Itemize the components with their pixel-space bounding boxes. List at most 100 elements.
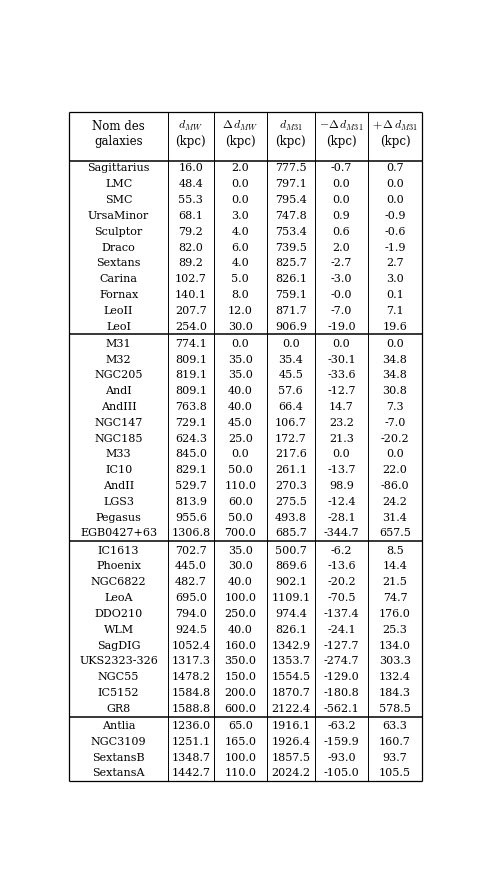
Text: 134.0: 134.0 [379,641,411,651]
Text: 955.6: 955.6 [175,513,207,522]
Text: -344.7: -344.7 [324,529,359,538]
Text: 150.0: 150.0 [224,672,256,682]
Text: 217.6: 217.6 [275,449,307,460]
Text: NGC147: NGC147 [94,418,143,428]
Text: 270.3: 270.3 [275,481,307,491]
Text: -63.2: -63.2 [327,721,356,731]
Text: 795.4: 795.4 [275,195,307,205]
Text: -3.0: -3.0 [331,274,352,284]
Text: 172.7: 172.7 [275,434,307,444]
Text: 165.0: 165.0 [224,736,256,747]
Text: 23.2: 23.2 [329,418,354,428]
Text: 34.8: 34.8 [383,370,408,380]
Text: 30.8: 30.8 [383,386,408,396]
Text: 600.0: 600.0 [224,704,256,713]
Text: SagDIG: SagDIG [97,641,140,651]
Text: 729.1: 729.1 [175,418,207,428]
Text: NGC3109: NGC3109 [91,736,147,747]
Text: -93.0: -93.0 [327,752,356,763]
Text: -24.1: -24.1 [327,625,356,635]
Text: -1.9: -1.9 [384,242,406,253]
Text: 40.0: 40.0 [228,402,253,412]
Text: 79.2: 79.2 [179,226,203,237]
Text: 2.0: 2.0 [231,164,249,173]
Text: -2.7: -2.7 [331,258,352,269]
Text: 6.0: 6.0 [231,242,249,253]
Text: 132.4: 132.4 [379,672,411,682]
Text: 5.0: 5.0 [231,274,249,284]
Text: M33: M33 [106,449,131,460]
Text: LMC: LMC [105,179,132,189]
Text: 819.1: 819.1 [175,370,207,380]
Text: 809.1: 809.1 [175,386,207,396]
Text: AndII: AndII [103,481,134,491]
Text: IC5152: IC5152 [98,688,139,698]
Text: -7.0: -7.0 [384,418,406,428]
Text: AndIII: AndIII [101,402,137,412]
Text: 0.0: 0.0 [231,179,249,189]
Text: 65.0: 65.0 [228,721,253,731]
Text: 0.0: 0.0 [386,195,404,205]
Text: -274.7: -274.7 [324,656,359,667]
Text: 0.0: 0.0 [332,179,350,189]
Text: 685.7: 685.7 [275,529,307,538]
Text: 2.7: 2.7 [386,258,404,269]
Text: 0.0: 0.0 [386,449,404,460]
Text: 40.0: 40.0 [228,577,253,587]
Text: 2024.2: 2024.2 [271,768,310,779]
Text: 106.7: 106.7 [275,418,307,428]
Text: 89.2: 89.2 [178,258,203,269]
Text: 110.0: 110.0 [224,768,256,779]
Text: 350.0: 350.0 [224,656,256,667]
Text: 35.0: 35.0 [228,370,253,380]
Text: 2.0: 2.0 [332,242,350,253]
Text: 14.7: 14.7 [329,402,354,412]
Text: 12.0: 12.0 [228,306,253,316]
Text: 829.1: 829.1 [175,465,207,476]
Text: 0.0: 0.0 [386,339,404,349]
Text: 30.0: 30.0 [228,322,253,332]
Text: 1584.8: 1584.8 [171,688,210,698]
Text: $-\Delta\,d_{M31}$: $-\Delta\,d_{M31}$ [319,119,364,133]
Text: 0.0: 0.0 [231,449,249,460]
Text: LeoA: LeoA [104,593,133,603]
Text: 63.3: 63.3 [383,721,408,731]
Text: 747.8: 747.8 [275,211,307,221]
Text: 19.6: 19.6 [383,322,408,332]
Text: $\Delta\,d_{MW}$: $\Delta\,d_{MW}$ [222,119,259,133]
Text: 31.4: 31.4 [383,513,408,522]
Text: 82.0: 82.0 [178,242,203,253]
Text: 1442.7: 1442.7 [171,768,210,779]
Text: 797.1: 797.1 [275,179,307,189]
Text: 22.0: 22.0 [383,465,408,476]
Text: Sagittarius: Sagittarius [87,164,150,173]
Text: 35.4: 35.4 [278,354,303,364]
Text: -13.6: -13.6 [327,561,356,571]
Text: 1916.1: 1916.1 [271,721,310,731]
Text: 2122.4: 2122.4 [271,704,310,713]
Text: $+\,\Delta\,d_{M31}$: $+\,\Delta\,d_{M31}$ [372,119,418,133]
Text: 68.1: 68.1 [178,211,203,221]
Text: LeoI: LeoI [106,322,131,332]
Text: 207.7: 207.7 [175,306,207,316]
Text: 869.6: 869.6 [275,561,307,571]
Text: 1588.8: 1588.8 [171,704,210,713]
Text: 93.7: 93.7 [383,752,407,763]
Text: 906.9: 906.9 [275,322,307,332]
Text: Draco: Draco [102,242,136,253]
Text: 1926.4: 1926.4 [271,736,310,747]
Text: 100.0: 100.0 [224,752,256,763]
Text: NGC205: NGC205 [94,370,143,380]
Text: -30.1: -30.1 [327,354,356,364]
Text: 30.0: 30.0 [228,561,253,571]
Text: 1317.3: 1317.3 [171,656,210,667]
Text: 34.8: 34.8 [383,354,408,364]
Text: 7.1: 7.1 [386,306,404,316]
Text: 1870.7: 1870.7 [272,688,310,698]
Text: SextansA: SextansA [92,768,145,779]
Text: 924.5: 924.5 [175,625,207,635]
Text: UKS2323-326: UKS2323-326 [79,656,158,667]
Text: M32: M32 [106,354,131,364]
Text: IC1613: IC1613 [98,545,139,556]
Text: 74.7: 74.7 [383,593,407,603]
